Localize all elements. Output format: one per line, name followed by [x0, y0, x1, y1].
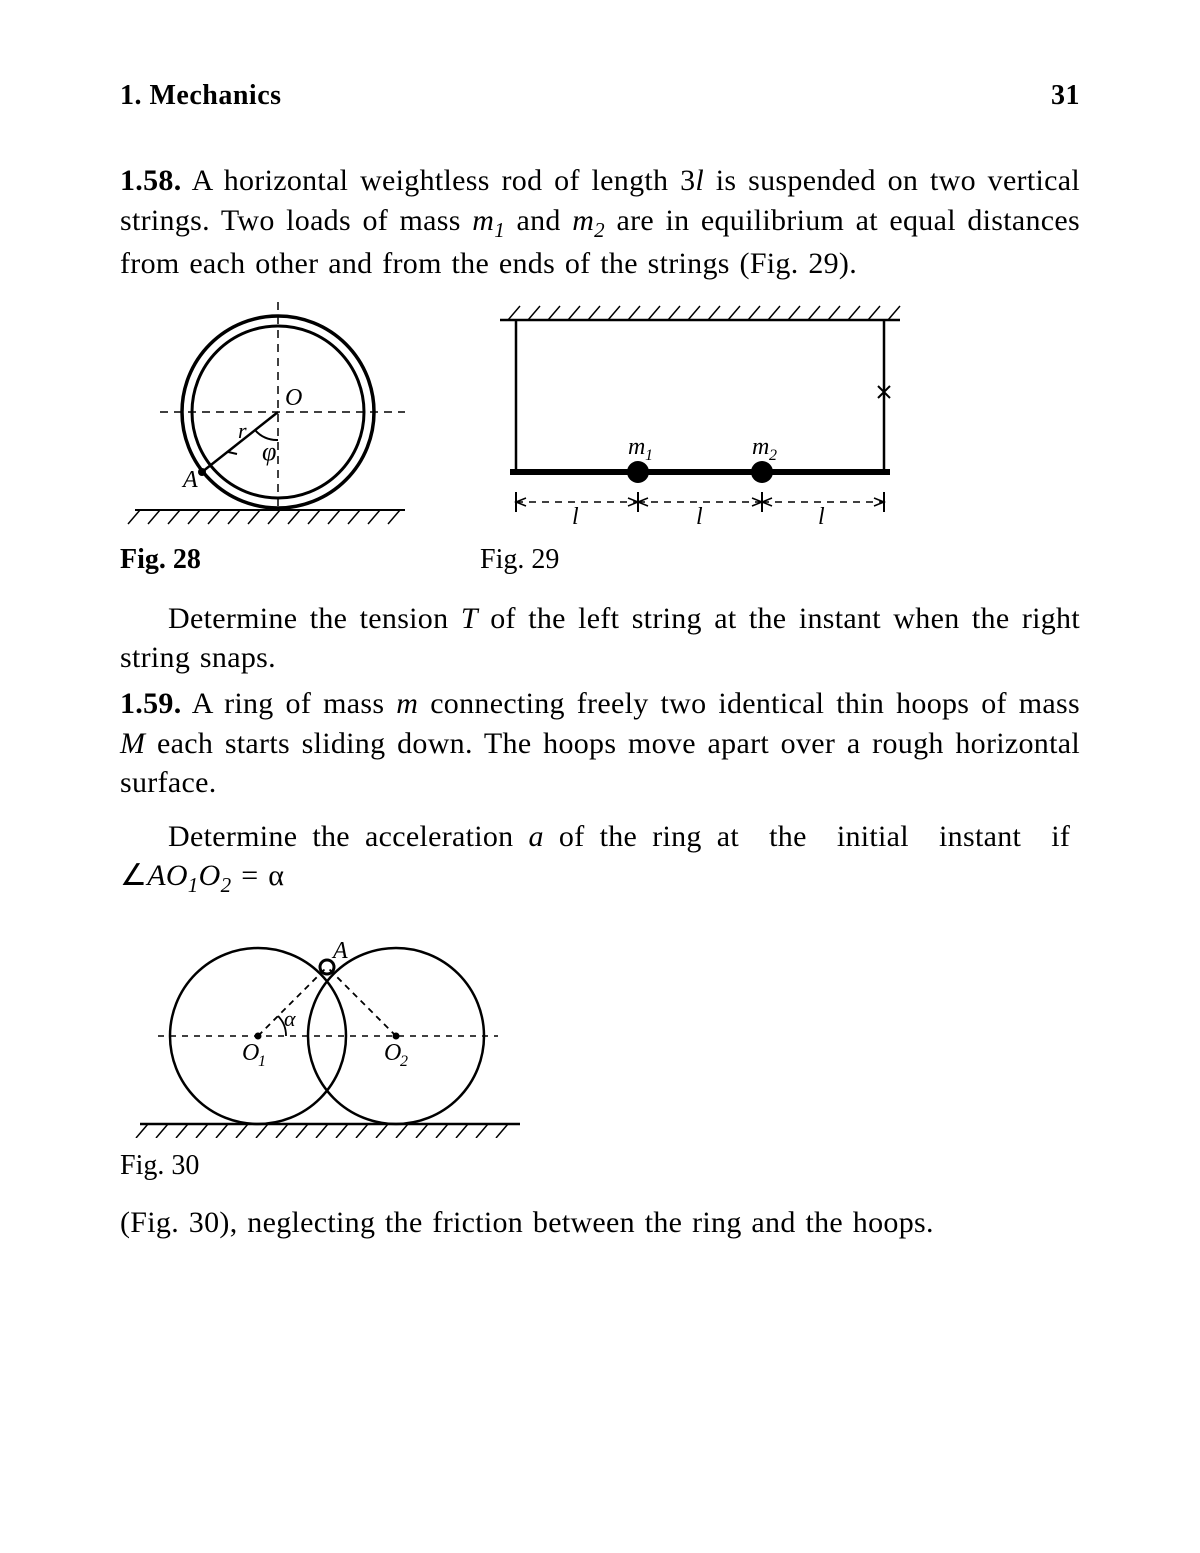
- fig28-svg: O A r φ: [120, 302, 420, 532]
- svg-text:l: l: [696, 504, 703, 530]
- svg-text:2: 2: [400, 1053, 408, 1070]
- svg-text:l: l: [818, 504, 825, 530]
- figures-row-1: O A r φ Fig. 28: [120, 302, 1080, 579]
- problem-1-59-question: Determine the acceleration a of the ring…: [120, 817, 1080, 900]
- svg-text:O: O: [242, 1040, 259, 1066]
- svg-text:1: 1: [258, 1053, 266, 1070]
- svg-text:m: m: [752, 434, 769, 460]
- problem-number: 1.59.: [120, 687, 182, 720]
- problem-1-59-tail-text: (Fig. 30), neglecting the friction betwe…: [120, 1206, 934, 1239]
- problem-number: 1.58.: [120, 164, 182, 197]
- figure-29: m 1 m 2: [480, 302, 910, 579]
- header-left: 1. Mechanics: [120, 78, 282, 115]
- fig29-caption-text: Fig. 29: [480, 544, 559, 575]
- svg-text:l: l: [572, 504, 579, 530]
- svg-text:A: A: [181, 467, 198, 493]
- fig30-caption: Fig. 30: [120, 1148, 1080, 1185]
- svg-text:1: 1: [645, 447, 653, 464]
- problem-1-59-tail: (Fig. 30), neglecting the friction betwe…: [120, 1203, 1080, 1243]
- problem-1-58: 1.58. A horizontal weightless rod of len…: [120, 161, 1080, 284]
- fig29-caption: Fig. 29: [480, 542, 910, 579]
- svg-text:φ: φ: [262, 437, 276, 466]
- fig30-svg: A α O 1 O 2: [120, 918, 540, 1138]
- problem-1-59-text: A ring of mass m connecting freely two i…: [120, 687, 1080, 799]
- problem-1-59-q-text: Determine the acceleration a of the ring…: [120, 820, 1080, 893]
- svg-text:r: r: [238, 418, 247, 443]
- svg-text:O: O: [285, 385, 302, 411]
- svg-text:2: 2: [769, 447, 777, 464]
- page-header: 1. Mechanics 31: [120, 78, 1080, 115]
- problem-1-58-text: A horizontal weightless rod of length 3l…: [120, 164, 1080, 280]
- figure-28: O A r φ Fig. 28: [120, 302, 420, 579]
- page: 1. Mechanics 31 1.58. A horizontal weigh…: [0, 0, 1200, 1553]
- fig28-caption-text: Fig. 28: [120, 544, 201, 575]
- svg-text:α: α: [284, 1006, 296, 1031]
- fig29-svg: m 1 m 2: [480, 302, 910, 532]
- problem-1-59: 1.59. A ring of mass m connecting freely…: [120, 684, 1080, 803]
- svg-text:A: A: [331, 938, 348, 964]
- fig30-caption-text: Fig. 30: [120, 1150, 199, 1181]
- fig28-caption: Fig. 28: [120, 542, 420, 579]
- figure-30: A α O 1 O 2 Fig. 30: [120, 918, 1080, 1185]
- svg-text:O: O: [384, 1040, 401, 1066]
- header-page-number: 31: [1051, 78, 1080, 115]
- svg-text:m: m: [628, 434, 645, 460]
- problem-1-58-question: Determine the tension T of the left stri…: [120, 599, 1080, 678]
- problem-1-58-q-text: Determine the tension T of the left stri…: [120, 602, 1080, 675]
